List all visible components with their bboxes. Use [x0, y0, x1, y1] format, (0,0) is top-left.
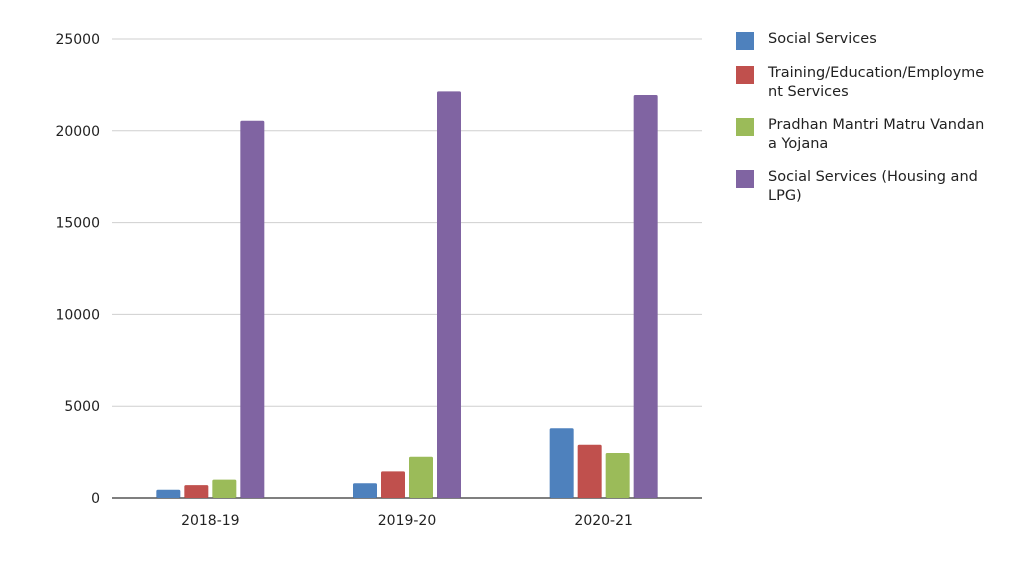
bar [156, 489, 181, 498]
bar [633, 94, 658, 499]
bar [353, 483, 377, 498]
legend-item: Social Services [736, 30, 1006, 50]
bar [184, 485, 209, 498]
y-tick-label: 15000 [55, 216, 100, 232]
bar [577, 444, 602, 498]
legend-label: Training/Education/Employment Services [768, 65, 985, 100]
legend-label: Pradhan Mantri Matru Vandana Yojana [768, 117, 985, 152]
legend-swatch [736, 170, 754, 188]
bar [549, 428, 574, 498]
legend-swatch [736, 118, 754, 136]
legend: Social Services Training/Education/Employ… [736, 30, 1006, 220]
bar [409, 456, 433, 498]
legend-item: Social Services (Housing and LPG) [736, 168, 1006, 206]
bar [240, 120, 265, 499]
legend-label: Social Services (Housing and LPG) [768, 169, 978, 204]
legend-label: Social Services [768, 31, 877, 47]
bar [437, 91, 461, 499]
legend-swatch [736, 32, 754, 50]
x-tick-label: 2020-21 [574, 513, 633, 529]
bar [212, 479, 237, 498]
bar [605, 453, 630, 498]
bar [381, 471, 405, 498]
legend-item: Pradhan Mantri Matru Vandana Yojana [736, 116, 1006, 154]
y-tick-label: 20000 [55, 124, 100, 140]
y-tick-label: 10000 [55, 307, 100, 323]
legend-swatch [736, 66, 754, 84]
legend-item: Training/Education/Employment Services [736, 64, 1006, 102]
x-tick-label: 2019-20 [378, 513, 437, 529]
y-tick-label: 5000 [64, 399, 100, 415]
x-tick-label: 2018-19 [181, 513, 240, 529]
y-tick-label: 25000 [55, 32, 100, 48]
y-tick-label: 0 [91, 491, 100, 507]
